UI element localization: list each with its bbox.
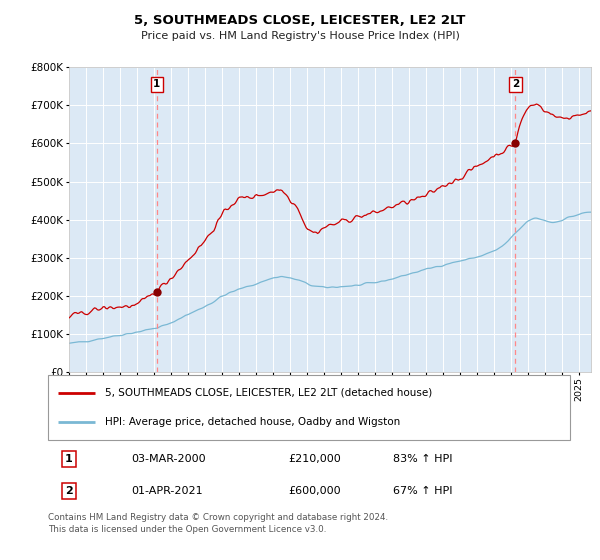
Text: 5, SOUTHMEADS CLOSE, LEICESTER, LE2 2LT (detached house): 5, SOUTHMEADS CLOSE, LEICESTER, LE2 2LT … [106, 388, 433, 398]
FancyBboxPatch shape [48, 375, 570, 440]
Text: Contains HM Land Registry data © Crown copyright and database right 2024.
This d: Contains HM Land Registry data © Crown c… [48, 513, 388, 534]
Text: 67% ↑ HPI: 67% ↑ HPI [392, 486, 452, 496]
Text: £600,000: £600,000 [288, 486, 341, 496]
Text: 83% ↑ HPI: 83% ↑ HPI [392, 454, 452, 464]
Text: £210,000: £210,000 [288, 454, 341, 464]
Text: 1: 1 [65, 454, 73, 464]
Text: 01-APR-2021: 01-APR-2021 [131, 486, 203, 496]
Text: 1: 1 [153, 80, 161, 90]
Text: HPI: Average price, detached house, Oadby and Wigston: HPI: Average price, detached house, Oadb… [106, 417, 401, 427]
Text: 2: 2 [512, 80, 519, 90]
Text: Price paid vs. HM Land Registry's House Price Index (HPI): Price paid vs. HM Land Registry's House … [140, 31, 460, 41]
Text: 2: 2 [65, 486, 73, 496]
Text: 03-MAR-2000: 03-MAR-2000 [131, 454, 206, 464]
Text: 5, SOUTHMEADS CLOSE, LEICESTER, LE2 2LT: 5, SOUTHMEADS CLOSE, LEICESTER, LE2 2LT [134, 14, 466, 27]
